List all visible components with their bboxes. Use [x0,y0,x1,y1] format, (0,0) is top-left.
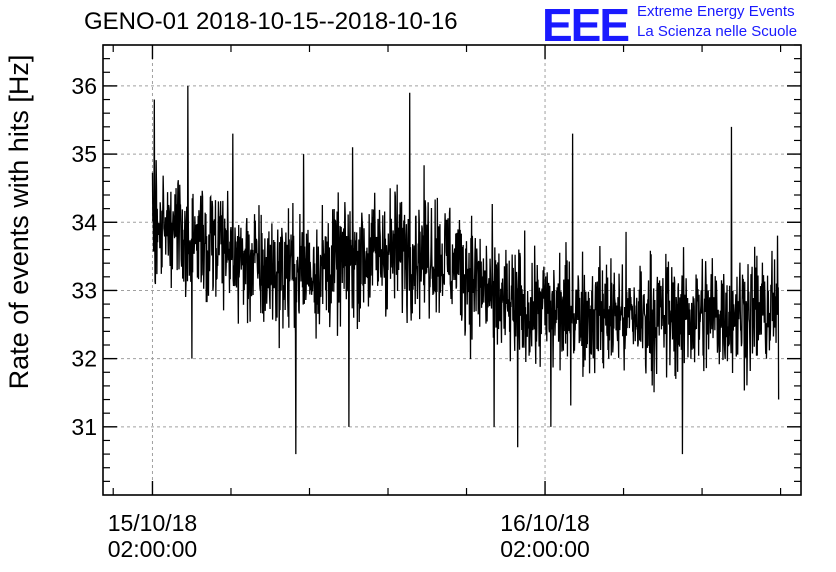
y-tick-label: 36 [71,73,97,99]
y-tick-label: 34 [71,209,97,235]
y-axis-label: Rate of events with hits [Hz] [4,55,34,390]
axis-ticks [103,44,801,495]
logo-line-1: Extreme Energy Events [637,3,795,20]
logo-line-2: La Scienza nelle Scuole [637,23,798,40]
x-tick-label-time: 02:00:00 [500,536,590,562]
x-tick-label-date: 15/10/18 [108,510,198,536]
x-tick-label-time: 02:00:00 [108,536,198,562]
y-tick-label: 32 [71,346,97,372]
tick-labels: 31323334353615/10/1802:00:0016/10/1802:0… [71,73,589,562]
y-tick-label: 33 [71,277,97,303]
eee-logo: EEE [542,0,630,51]
y-tick-label: 31 [71,414,97,440]
series-line-rate [151,85,780,455]
x-tick-label-date: 16/10/18 [500,510,590,536]
y-tick-label: 35 [71,141,97,167]
plot-frame [102,44,802,496]
chart-title: GENO-01 2018-10-15--2018-10-16 [84,8,458,35]
